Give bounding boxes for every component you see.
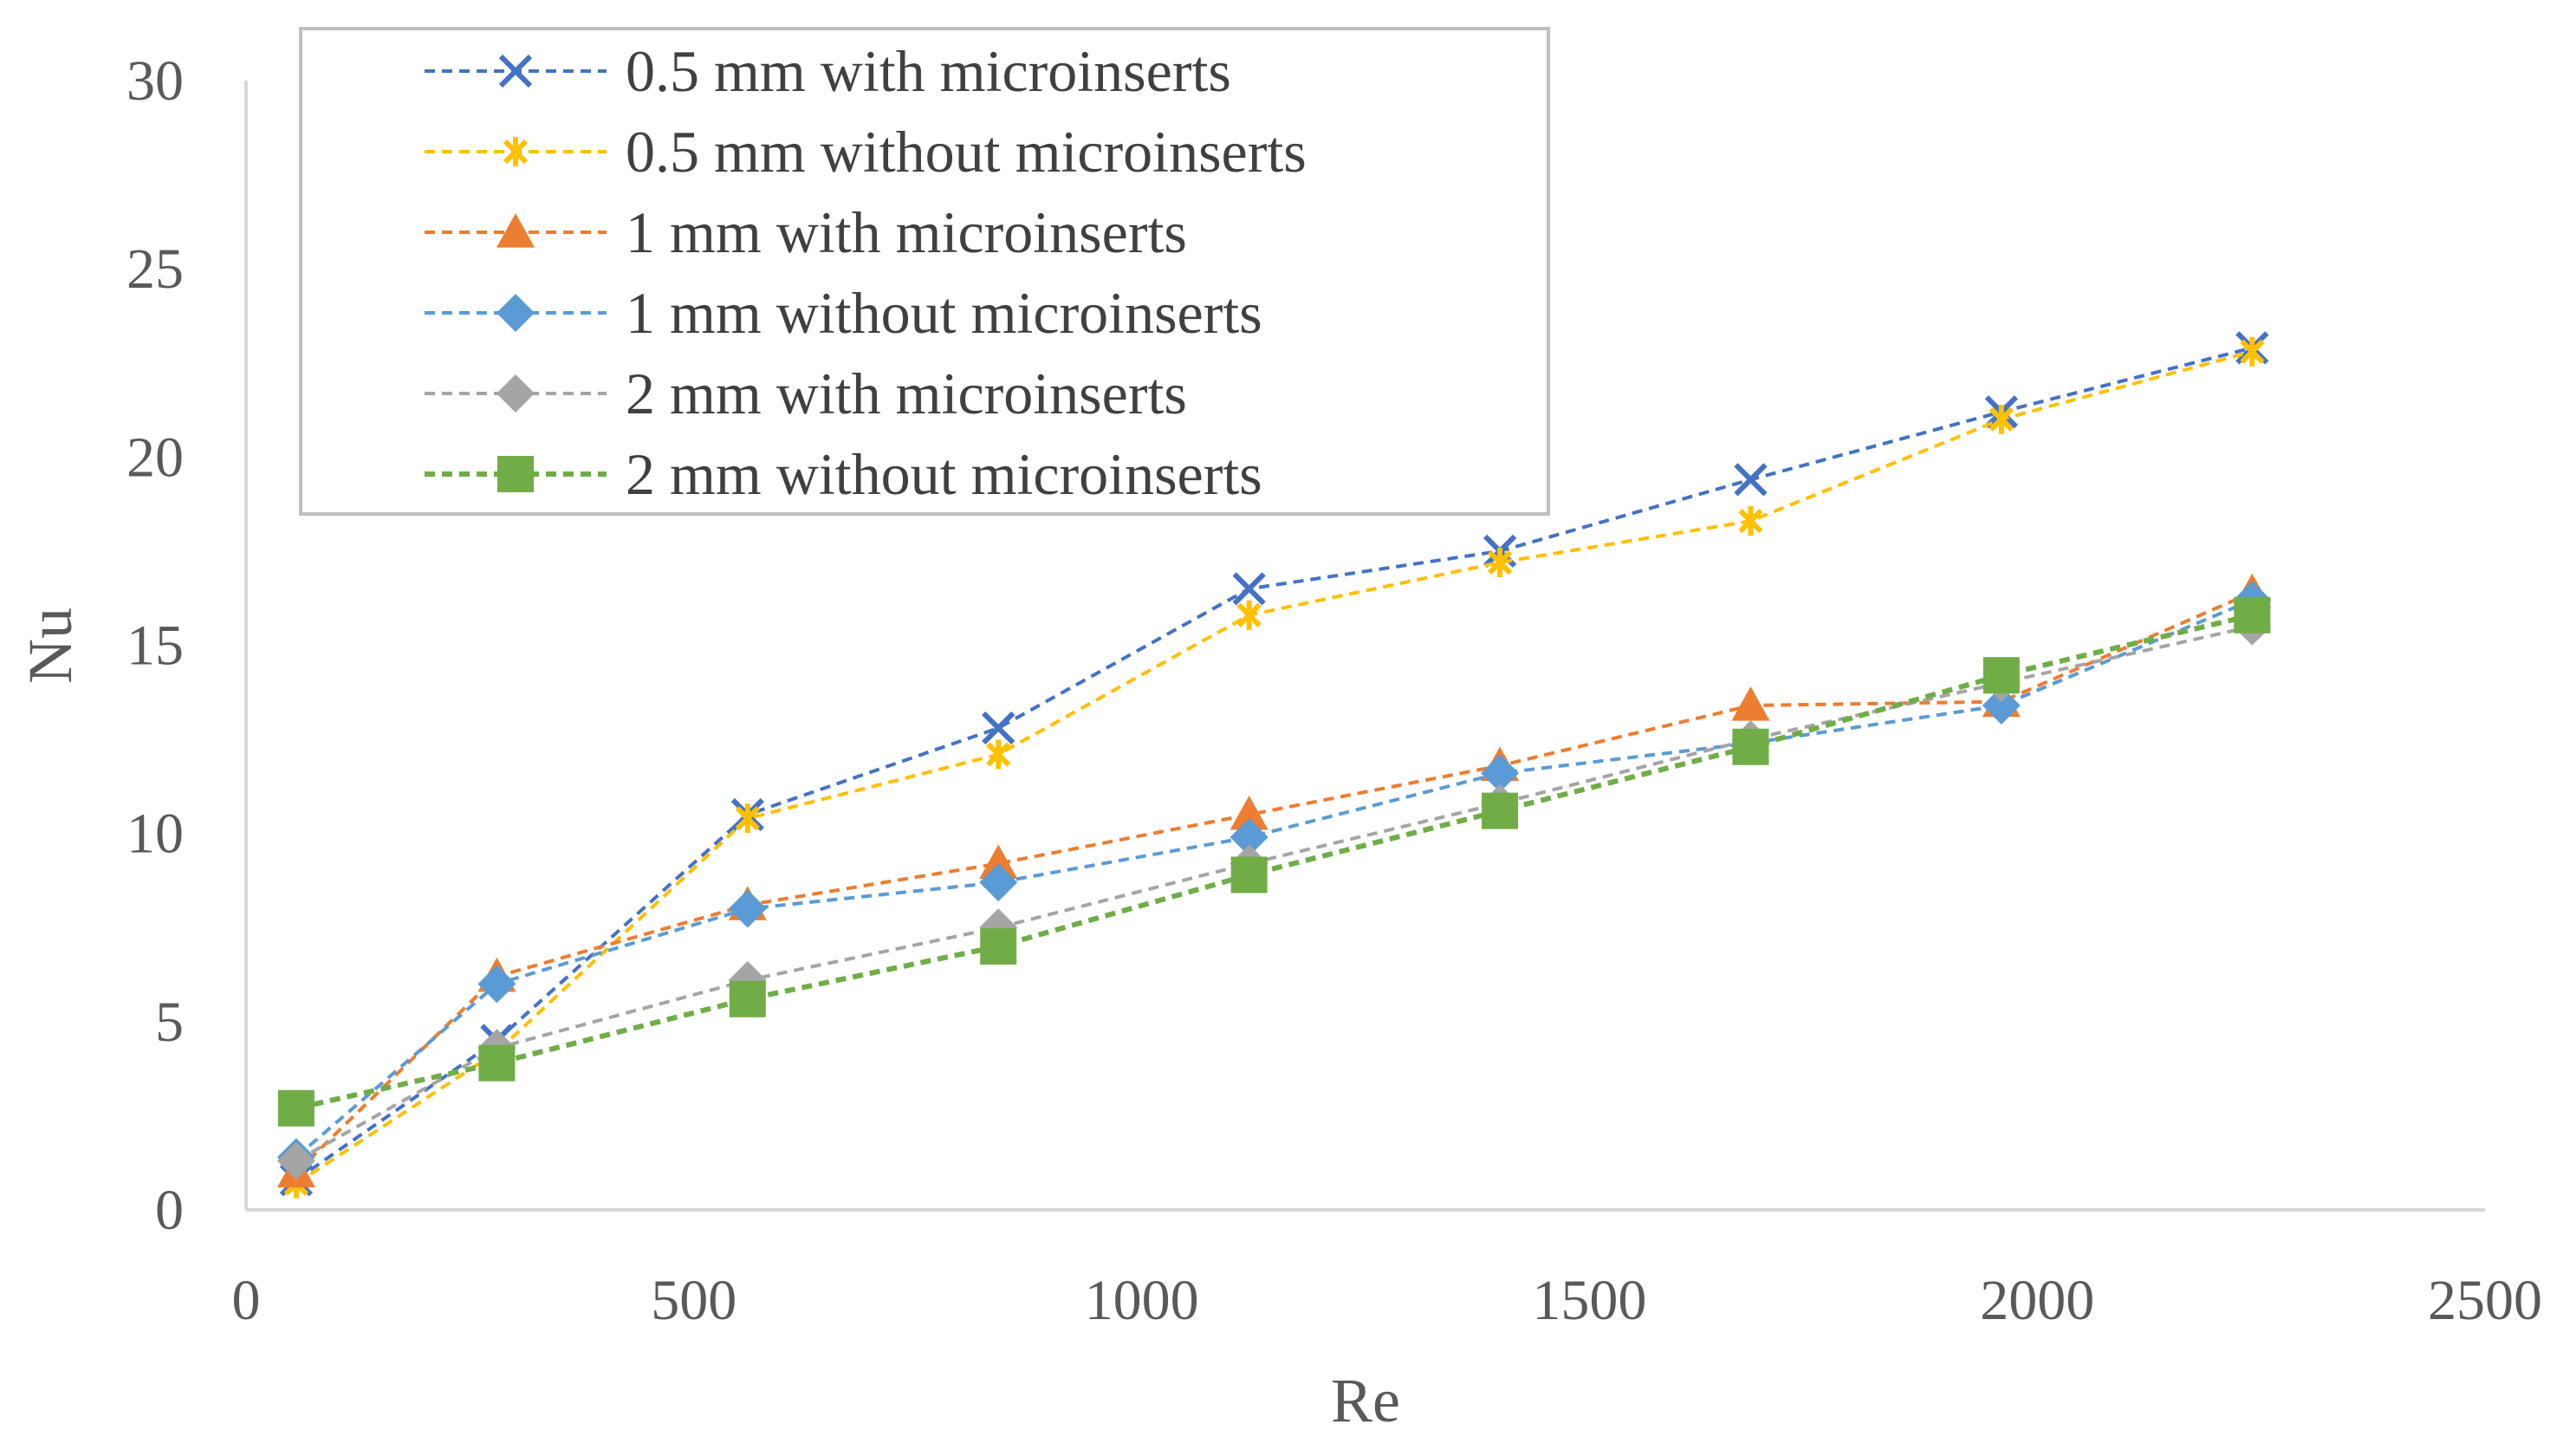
y-tick-label: 10	[127, 803, 184, 866]
data-point	[496, 294, 535, 332]
legend: 0.5 mm with microinserts 0.5 mm without m…	[299, 27, 1550, 516]
y-tick-label: 30	[127, 49, 184, 113]
x-tick-label: 500	[651, 1269, 736, 1332]
legend-box	[299, 27, 1550, 516]
data-point	[1487, 547, 1513, 577]
data-point	[1230, 856, 1268, 894]
x-tick-label: 0	[232, 1269, 261, 1332]
data-point	[979, 863, 1018, 902]
legend-label: 1 mm with microinserts	[626, 199, 1187, 265]
legend-label: 2 mm without microinserts	[626, 441, 1262, 507]
data-point	[1982, 686, 2021, 725]
data-point	[277, 1089, 315, 1127]
series-6	[277, 596, 2271, 1127]
axes	[244, 81, 2485, 1212]
data-point	[477, 965, 516, 1004]
data-point	[1989, 404, 2014, 434]
data-point	[1482, 792, 1519, 829]
data-point	[1738, 506, 1763, 536]
series-4	[276, 581, 2272, 1177]
data-point	[1236, 600, 1262, 630]
legend-label: 0.5 mm with microinserts	[626, 38, 1231, 104]
x-tick-label: 2000	[1980, 1269, 2094, 1332]
data-point	[1232, 572, 1266, 606]
series-line	[295, 598, 2254, 1159]
data-point	[729, 980, 766, 1017]
data-point	[478, 1044, 516, 1082]
series-line	[295, 624, 2253, 1163]
data-point	[1734, 463, 1768, 497]
y-tick-label: 0	[155, 1179, 184, 1242]
data-point	[1731, 686, 1770, 721]
data-point	[2234, 596, 2271, 634]
series-5	[276, 607, 2272, 1180]
data-point	[498, 54, 533, 88]
x-tick-label: 1500	[1532, 1269, 1646, 1332]
data-point	[503, 137, 529, 166]
y-axis-title: Nu	[16, 608, 85, 684]
series-layer	[276, 331, 2272, 1199]
data-point	[982, 711, 1015, 745]
series-3	[276, 573, 2272, 1188]
y-tick-labels: 0 5 10 15 20 25 30	[127, 49, 184, 1242]
y-tick-label: 20	[127, 426, 184, 489]
data-point	[497, 456, 534, 492]
data-point	[276, 1141, 315, 1180]
data-point	[728, 889, 767, 928]
legend-label: 2 mm with microinserts	[626, 361, 1187, 426]
data-point	[1982, 657, 2020, 694]
data-point	[986, 739, 1011, 770]
data-point	[1732, 728, 1769, 765]
data-point	[1230, 795, 1269, 830]
data-point	[496, 213, 535, 248]
y-tick-label: 25	[127, 237, 184, 301]
data-point	[735, 803, 760, 834]
x-tick-labels: 0 500 1000 1500 2000 2500	[232, 1269, 2543, 1332]
data-point	[980, 927, 1017, 965]
series-line	[295, 612, 2253, 1111]
y-tick-label: 15	[127, 614, 184, 678]
data-point	[1230, 818, 1269, 857]
series-line	[295, 590, 2254, 1173]
legend-label: 0.5 mm without microinserts	[626, 119, 1307, 185]
x-axis-title: Re	[1331, 1366, 1400, 1435]
x-tick-label: 1000	[1085, 1269, 1199, 1332]
y-tick-label: 5	[155, 991, 184, 1054]
x-tick-label: 2500	[2428, 1269, 2542, 1332]
legend-label: 1 mm without microinserts	[626, 280, 1262, 346]
data-point	[1481, 754, 1520, 793]
data-point	[496, 374, 535, 413]
data-point	[2240, 336, 2265, 367]
data-point	[979, 844, 1018, 880]
series-2	[283, 336, 2265, 1199]
